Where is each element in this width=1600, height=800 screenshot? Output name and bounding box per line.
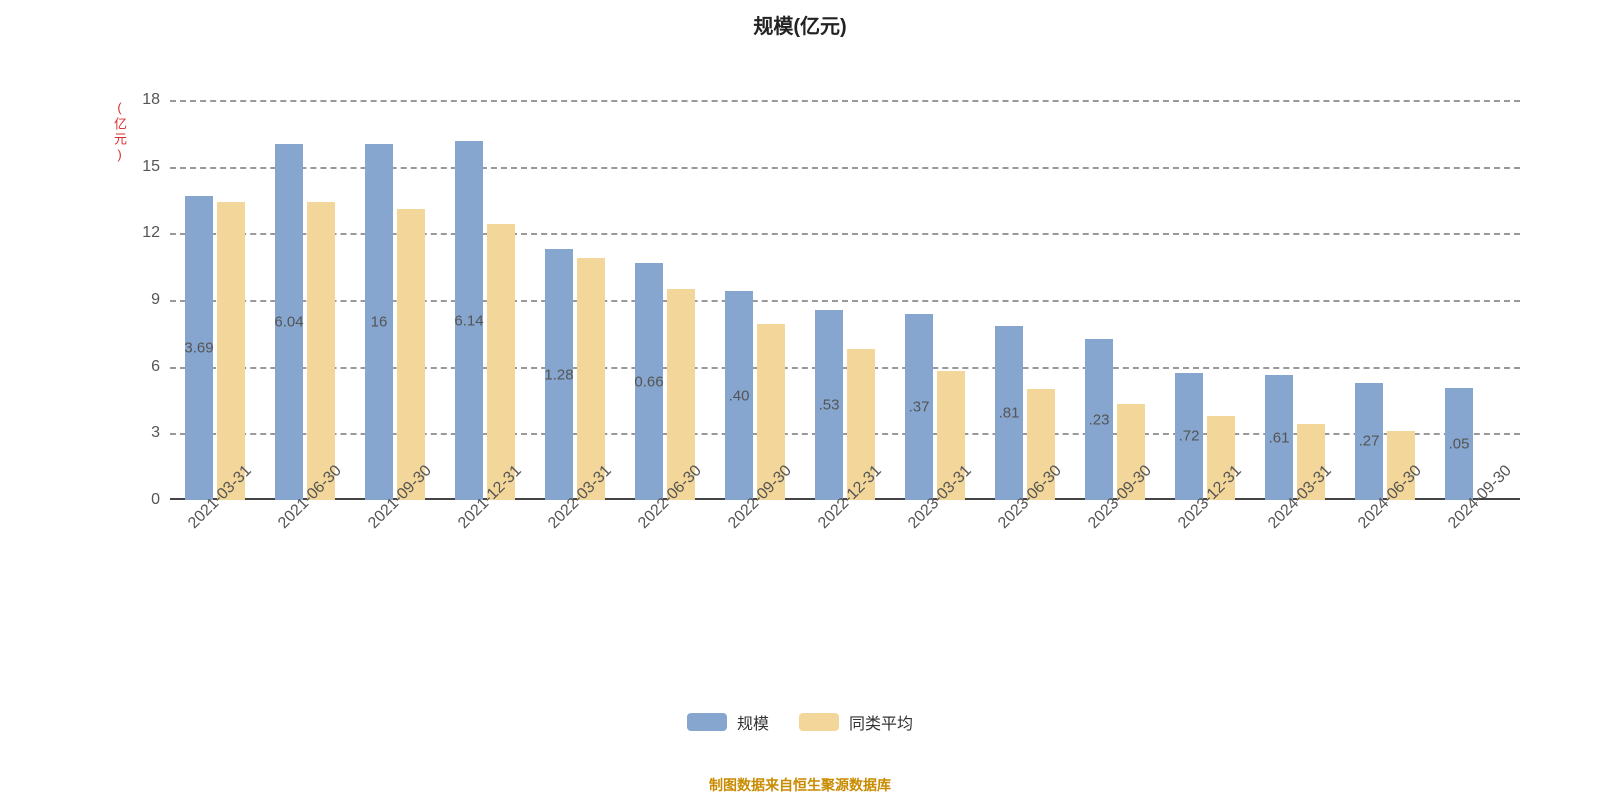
bar-avg xyxy=(307,202,335,500)
legend-item-avg: 同类平均 xyxy=(799,710,913,734)
bar-value-label: .37 xyxy=(909,399,930,416)
bar-avg xyxy=(487,224,515,500)
bar-value-label: 6.04 xyxy=(274,313,303,330)
legend-swatch-scale xyxy=(687,713,727,731)
y-tick-label: 15 xyxy=(100,158,160,176)
bar-scale: .61 xyxy=(1265,375,1293,500)
legend-item-scale: 规模 xyxy=(687,710,769,734)
bar-value-label: 1.28 xyxy=(544,366,573,383)
legend: 规模 同类平均 xyxy=(0,710,1600,734)
bar-scale: .72 xyxy=(1175,373,1203,500)
bar-avg xyxy=(397,209,425,500)
legend-swatch-avg xyxy=(799,713,839,731)
bar-value-label: .72 xyxy=(1179,428,1200,445)
bar-value-label: 16 xyxy=(371,314,388,331)
bar-scale: 16 xyxy=(365,144,393,500)
y-tick-label: 12 xyxy=(100,224,160,242)
bar-value-label: .23 xyxy=(1089,411,1110,428)
plot-area: 03691215183.692021-03-316.042021-06-3016… xyxy=(170,100,1520,500)
bar-value-label: .40 xyxy=(729,387,750,404)
bar-value-label: 0.66 xyxy=(634,373,663,390)
bar-group: 3.69 xyxy=(185,196,245,500)
bar-scale: 6.04 xyxy=(275,144,303,500)
bar-group: 1.28 xyxy=(545,249,605,500)
chart-footer: 制图数据来自恒生聚源数据库 xyxy=(0,775,1600,795)
bar-value-label: 3.69 xyxy=(184,339,213,356)
chart-title: 规模(亿元) xyxy=(0,10,1600,39)
y-tick-label: 3 xyxy=(100,424,160,442)
bar-scale: 3.69 xyxy=(185,196,213,500)
bar-value-label: .27 xyxy=(1359,433,1380,450)
bar-scale: .81 xyxy=(995,326,1023,500)
bar-scale: .53 xyxy=(815,310,843,500)
bar-scale: .23 xyxy=(1085,339,1113,500)
bar-value-label: .53 xyxy=(819,397,840,414)
bar-group: 0.66 xyxy=(635,263,695,500)
legend-label-scale: 规模 xyxy=(737,710,769,734)
bar-scale: .05 xyxy=(1445,388,1473,500)
bar-group: 16 xyxy=(365,144,425,500)
bar-value-label: 6.14 xyxy=(454,312,483,329)
bar-group: 6.14 xyxy=(455,141,515,500)
bar-avg xyxy=(217,202,245,500)
gridline xyxy=(170,100,1520,102)
y-axis-label: (亿元) xyxy=(110,100,129,164)
chart-wrapper: 规模(亿元) (亿元) 03691215183.692021-03-316.04… xyxy=(0,0,1600,800)
bar-group: 6.04 xyxy=(275,144,335,500)
bar-value-label: .81 xyxy=(999,405,1020,422)
y-tick-label: 0 xyxy=(100,491,160,509)
bar-scale: 1.28 xyxy=(545,249,573,500)
y-tick-label: 9 xyxy=(100,291,160,309)
bar-scale: .27 xyxy=(1355,383,1383,500)
bar-value-label: .05 xyxy=(1449,435,1470,452)
bar-scale: .37 xyxy=(905,314,933,500)
bar-scale: 6.14 xyxy=(455,141,483,500)
y-tick-label: 18 xyxy=(100,91,160,109)
y-tick-label: 6 xyxy=(100,358,160,376)
legend-label-avg: 同类平均 xyxy=(849,710,913,734)
bar-scale: 0.66 xyxy=(635,263,663,500)
bar-value-label: .61 xyxy=(1269,429,1290,446)
bar-scale: .40 xyxy=(725,291,753,500)
